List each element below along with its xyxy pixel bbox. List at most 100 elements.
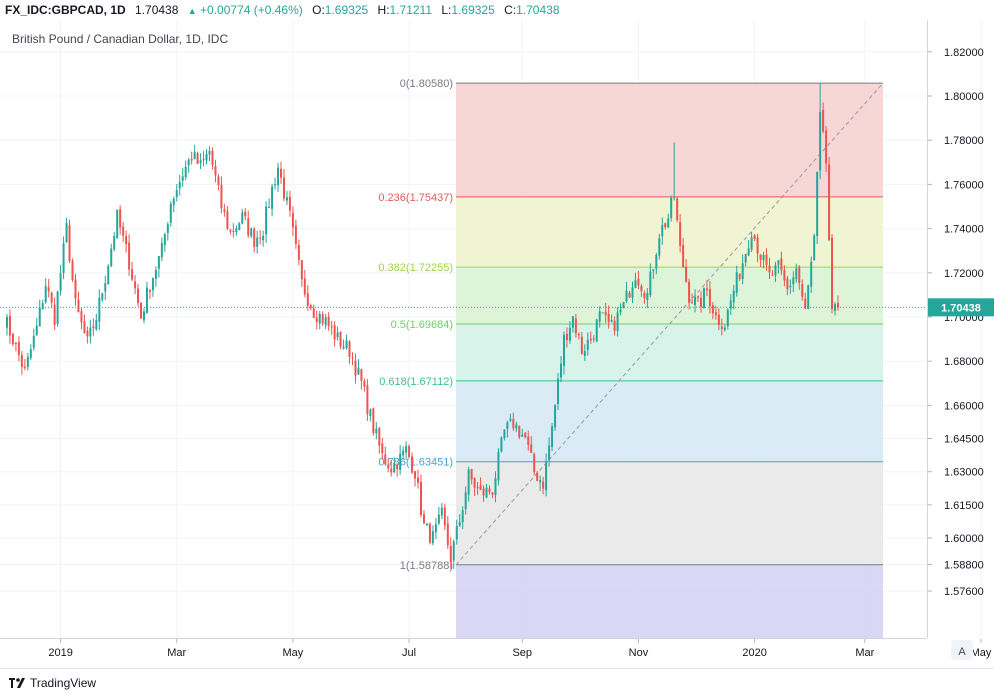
candle-body	[622, 301, 625, 309]
candle	[682, 237, 685, 268]
candle	[798, 265, 801, 290]
candle	[631, 281, 634, 304]
candle-body	[17, 342, 20, 356]
fib-retracement[interactable]: 0(1.80580) 0.236(1.75437) 0.382(1.72255) 0.…	[378, 78, 884, 638]
price-tick-label: 1.76000	[944, 179, 984, 191]
candle-body	[682, 245, 685, 268]
candle	[807, 284, 810, 310]
candle-body	[8, 316, 11, 336]
candle-body	[649, 271, 652, 296]
candle	[464, 486, 467, 515]
candle-body	[565, 333, 568, 341]
candle	[542, 476, 545, 495]
price-axis[interactable]: 1.82000 1.80000 1.78000 1.76000 1.74000 1.720…	[928, 47, 984, 598]
candle	[482, 485, 485, 502]
symbol-name[interactable]: FX_IDC:GBPCAD, 1D	[5, 3, 126, 17]
candle	[622, 301, 625, 309]
candle	[205, 149, 208, 165]
price-chart[interactable]: 0(1.80580) 0.236(1.75437) 0.382(1.72255) 0.…	[0, 20, 994, 668]
candle	[17, 336, 20, 362]
candle-body	[655, 254, 658, 269]
candle-body	[315, 317, 318, 322]
candle	[837, 295, 839, 311]
candle	[524, 432, 527, 439]
candle	[354, 353, 357, 384]
candle-body	[589, 338, 592, 341]
candle	[265, 201, 268, 243]
candle-body	[351, 357, 354, 359]
fib-trend-line[interactable]	[455, 82, 884, 566]
candle	[714, 305, 717, 320]
candle-body	[714, 312, 717, 316]
candle-body	[428, 523, 431, 543]
candle	[35, 317, 38, 337]
candle	[422, 510, 425, 524]
candle-body	[619, 309, 622, 313]
candle	[157, 255, 160, 278]
candle-body	[14, 342, 17, 344]
candle-body	[47, 287, 50, 292]
candle	[369, 408, 372, 422]
candle	[786, 275, 789, 296]
candle-body	[437, 514, 440, 524]
candle-body	[753, 235, 756, 239]
candle	[491, 492, 494, 499]
candle	[53, 297, 56, 331]
candle	[378, 426, 381, 454]
candle-body	[762, 254, 765, 261]
candle	[208, 146, 211, 162]
candle-body	[26, 356, 29, 367]
time-axis[interactable]: 2019 Mar May Jul Sep Nov 2020 Mar May	[48, 639, 992, 659]
fib-zone	[456, 323, 883, 381]
candle-body	[834, 304, 837, 311]
candle-body	[238, 223, 241, 230]
candle	[831, 234, 834, 314]
candle-body	[357, 367, 360, 375]
last-price: 1.70438	[135, 3, 179, 17]
candle-body	[86, 330, 89, 337]
candle-body	[711, 304, 714, 314]
candle	[47, 278, 50, 298]
candle	[649, 263, 652, 298]
candle-body	[98, 297, 101, 322]
candle	[8, 309, 11, 344]
candle-body	[80, 311, 83, 323]
auto-scale-button[interactable]: A	[951, 640, 973, 660]
candle	[32, 328, 35, 351]
candle-body	[110, 248, 113, 267]
candle	[616, 307, 619, 337]
candle	[661, 217, 664, 245]
candle-body	[95, 319, 98, 330]
candle	[503, 429, 506, 441]
tradingview-brand[interactable]: TradingView	[8, 675, 96, 691]
candle	[253, 226, 256, 253]
open-value: 1.69325	[324, 3, 369, 17]
candle	[202, 151, 205, 167]
candle	[777, 260, 780, 274]
candle-body	[62, 243, 65, 273]
candle	[655, 252, 658, 275]
candle-body	[291, 212, 294, 228]
candle	[565, 327, 568, 348]
candle	[110, 243, 113, 268]
candle	[747, 239, 750, 257]
candle-body	[607, 313, 610, 323]
candle	[497, 448, 500, 486]
candle	[759, 254, 762, 268]
candle-body	[488, 488, 491, 492]
candle-body	[562, 334, 565, 366]
tradingview-brand-text: TradingView	[30, 676, 97, 690]
candle-body	[309, 305, 312, 309]
candle-body	[640, 285, 643, 292]
candle	[562, 331, 565, 375]
price-tick-label: 1.80000	[944, 91, 984, 103]
candle-body	[199, 160, 202, 164]
candle	[804, 292, 807, 310]
candle-body	[702, 288, 705, 308]
candle-body	[50, 292, 53, 303]
candle	[384, 446, 387, 466]
candle	[86, 326, 89, 344]
candle	[199, 153, 202, 169]
candle-body	[545, 461, 548, 491]
candle-body	[637, 278, 640, 286]
